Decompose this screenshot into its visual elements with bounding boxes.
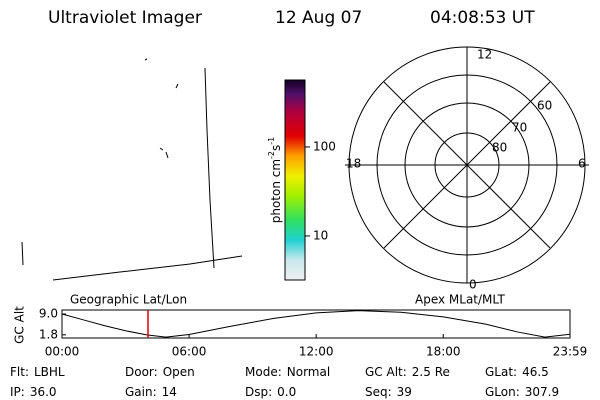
colorbar-unit: photon cm-2s-1 (267, 137, 283, 224)
unit: s (269, 145, 283, 151)
status-field: Dsp: 0.0 (245, 385, 296, 399)
exp: -1 (267, 137, 276, 145)
field-label: Flt: (10, 365, 29, 379)
status-field: GLon: 307.9 (485, 385, 559, 399)
field-label: GLat: (485, 365, 517, 379)
y-tick-label: 9.0 (39, 307, 58, 321)
field-label: Seq: (365, 385, 392, 399)
field-value: 14 (162, 385, 177, 399)
polar-label: 6 (578, 157, 586, 171)
polar-label: 60 (537, 99, 552, 113)
colorbar-label: photon cm-2s-1 (267, 137, 283, 224)
timeline-label: Apex MLat/MLT (415, 293, 505, 307)
field-value: LBHL (34, 365, 65, 379)
status-field: GC Alt: 2.5 Re (365, 365, 450, 379)
x-tick-label: 23:59 (553, 345, 588, 359)
polar-grid (345, 46, 589, 284)
field-value: 39 (397, 385, 412, 399)
field-value: Open (163, 365, 195, 379)
timeline-frame (61, 309, 571, 339)
date: 12 Aug 07 (275, 8, 362, 28)
x-tick-label: 18:00 (426, 345, 461, 359)
field-value: 2.5 Re (412, 365, 450, 379)
status-field: Flt: LBHL (10, 365, 65, 379)
status-field: Door: Open (125, 365, 195, 379)
timeline-ylabel: GC Alt (13, 306, 27, 344)
status-field: GLat: 46.5 (485, 365, 549, 379)
field-value: 307.9 (525, 385, 559, 399)
polar-label: 70 (512, 121, 527, 135)
x-tick-label: 00:00 (45, 345, 80, 359)
unit: photon cm (269, 159, 283, 223)
x-tick-label: 06:00 (172, 345, 207, 359)
field-label: Door: (125, 365, 158, 379)
field-label: Dsp: (245, 385, 272, 399)
status-field: Gain: 14 (125, 385, 177, 399)
field-value: 46.5 (522, 365, 549, 379)
y-tick-label: 1.8 (39, 327, 58, 341)
polar-label: 18 (346, 157, 361, 171)
field-label: GLon: (485, 385, 520, 399)
field-value: 0.0 (277, 385, 296, 399)
time: 04:08:53 UT (430, 8, 535, 28)
x-tick-label: 12:00 (299, 345, 334, 359)
colorbar-tick-label: 100 (313, 139, 336, 153)
colorbar-tick-label: 10 (313, 228, 328, 242)
map-outline (21, 58, 243, 281)
exp: -2 (267, 151, 276, 159)
status-field: IP: 36.0 (10, 385, 57, 399)
polar-label: 12 (477, 48, 492, 62)
field-label: GC Alt: (365, 365, 407, 379)
status-field: Mode: Normal (245, 365, 330, 379)
altitude-curve (61, 310, 571, 338)
polar-label: 0 (469, 278, 477, 292)
status-field: Seq: 39 (365, 385, 412, 399)
field-label: Mode: (245, 365, 282, 379)
colorbar (284, 79, 306, 281)
field-label: Gain: (125, 385, 157, 399)
field-label: IP: (10, 385, 25, 399)
timeline-label: Geographic Lat/Lon (70, 293, 187, 307)
field-value: 36.0 (30, 385, 57, 399)
field-value: Normal (287, 365, 330, 379)
title: Ultraviolet Imager (48, 8, 202, 28)
dynamic: 10 100 00:00 06:00 12:00 18:00 23:59 9.0 1.8 Flt:… (10, 139, 587, 398)
polar-label: 80 (492, 141, 507, 155)
